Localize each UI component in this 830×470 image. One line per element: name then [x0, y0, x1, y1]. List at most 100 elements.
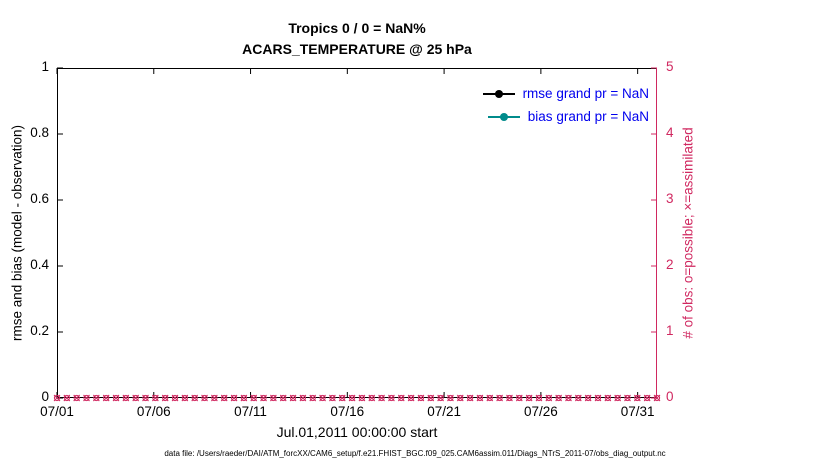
assimilated-obs-marker: [535, 394, 543, 402]
left-axis-label: rmse and bias (model - observation): [9, 124, 25, 342]
rmse-marker-dot: [494, 89, 503, 98]
possible-obs-marker: [526, 394, 533, 402]
assimilated-obs-marker: [161, 394, 169, 402]
assimilated-obs-marker: [112, 394, 120, 402]
x-tick-label: 07/16: [330, 404, 365, 419]
assimilated-obs-marker: [466, 394, 474, 402]
assimilated-obs-marker: [594, 394, 602, 402]
assimilated-obs-marker: [210, 394, 218, 402]
assimilated-obs-marker: [240, 394, 248, 402]
assimilated-obs-marker: [53, 394, 61, 402]
possible-obs-marker: [230, 394, 238, 402]
left-y-tick-label: 0.2: [30, 323, 49, 338]
assimilated-obs-marker: [565, 394, 572, 402]
assimilated-obs-marker: [555, 394, 563, 402]
possible-obs-marker: [368, 394, 375, 402]
x-tick-label: 07/06: [136, 404, 171, 419]
assimilated-obs-marker: [525, 394, 533, 402]
assimilated-obs-marker: [230, 394, 238, 402]
right-y-tick-label: 3: [666, 191, 674, 206]
possible-obs-marker: [506, 394, 513, 402]
assimilated-obs-marker: [132, 394, 140, 402]
legend-entry-rmse: rmse grand pr = NaN: [482, 82, 649, 105]
possible-obs-marker: [319, 394, 326, 402]
possible-obs-marker: [132, 394, 139, 402]
left-y-tick-label: 0.4: [30, 257, 49, 272]
plot-canvas: [53, 67, 661, 402]
possible-obs-marker: [309, 394, 316, 402]
possible-obs-marker: [348, 394, 356, 402]
assimilated-obs-marker: [545, 394, 553, 402]
assimilated-obs-marker: [417, 394, 425, 402]
chart-title: Tropics 0 / 0 = NaN%: [288, 20, 426, 36]
assimilated-obs-marker: [368, 394, 376, 402]
possible-obs-marker: [289, 394, 297, 402]
legend-entry-bias: bias grand pr = NaN: [483, 105, 649, 128]
possible-obs-marker: [535, 394, 543, 402]
assimilated-obs-marker: [220, 394, 228, 402]
assimilated-obs-marker: [338, 394, 346, 402]
assimilated-obs-marker: [437, 394, 444, 402]
possible-obs-marker: [201, 394, 208, 402]
possible-obs-marker: [644, 394, 651, 402]
legend: rmse grand pr = NaN bias grand pr = NaN: [482, 82, 649, 128]
possible-obs-marker: [427, 394, 434, 402]
assimilated-obs-marker: [476, 394, 484, 402]
assimilated-obs-marker: [309, 394, 317, 402]
assimilated-obs-marker: [279, 394, 287, 402]
possible-obs-marker: [653, 394, 661, 402]
legend-label-bias: bias grand pr = NaN: [527, 109, 649, 124]
x-tick-label: 07/21: [427, 404, 461, 419]
assimilated-obs-marker: [151, 394, 159, 402]
assimilated-obs-marker: [427, 394, 435, 402]
possible-obs-marker: [437, 394, 444, 402]
possible-obs-marker: [467, 394, 474, 402]
possible-obs-marker: [614, 394, 621, 402]
assimilated-obs-marker: [574, 394, 582, 402]
assimilated-obs-marker: [643, 394, 651, 402]
assimilated-obs-marker: [407, 394, 415, 402]
possible-obs-marker: [83, 394, 90, 402]
x-tick-label: 07/26: [523, 404, 558, 419]
possible-obs-marker: [565, 394, 572, 402]
assimilated-obs-marker: [63, 394, 71, 402]
possible-obs-marker: [594, 394, 602, 402]
assimilated-obs-marker: [289, 394, 297, 402]
assimilated-obs-marker: [171, 394, 179, 402]
x-axis-label: Jul.01,2011 00:00:00 start: [276, 424, 438, 440]
assimilated-obs-marker: [515, 394, 523, 402]
possible-obs-marker: [181, 394, 188, 402]
legend-label-rmse: rmse grand pr = NaN: [522, 86, 649, 101]
assimilated-obs-marker: [102, 394, 110, 402]
assimilated-obs-marker: [181, 394, 189, 402]
left-y-tick-label: 0: [41, 389, 49, 404]
possible-obs-marker: [407, 394, 415, 402]
possible-obs-marker: [624, 394, 631, 402]
assimilated-obs-marker: [191, 394, 199, 402]
right-y-tick-label: 2: [666, 257, 674, 272]
assimilated-obs-marker: [604, 394, 612, 402]
possible-obs-marker: [555, 394, 562, 402]
possible-obs-marker: [260, 394, 267, 402]
possible-obs-marker: [250, 394, 257, 402]
possible-obs-marker: [280, 394, 287, 402]
possible-obs-marker: [476, 394, 484, 402]
possible-obs-marker: [191, 394, 198, 402]
assimilated-obs-marker: [250, 394, 258, 402]
assimilated-obs-marker: [496, 394, 504, 402]
assimilated-obs-marker: [92, 394, 100, 402]
right-y-tick-label: 1: [666, 323, 674, 338]
possible-obs-marker: [63, 394, 70, 402]
plot-area: rmse grand pr = NaN bias grand pr = NaN: [53, 67, 661, 402]
possible-obs-marker: [142, 394, 149, 402]
assimilated-obs-marker: [122, 394, 130, 402]
possible-obs-marker: [329, 394, 336, 402]
assimilated-obs-marker: [624, 394, 631, 402]
assimilated-obs-marker: [358, 394, 366, 402]
left-y-tick-label: 1: [41, 59, 49, 74]
possible-obs-marker: [457, 394, 464, 402]
possible-obs-marker: [516, 394, 523, 402]
assimilated-obs-marker: [584, 394, 592, 402]
possible-obs-marker: [604, 394, 611, 402]
assimilated-obs-marker: [506, 394, 513, 402]
